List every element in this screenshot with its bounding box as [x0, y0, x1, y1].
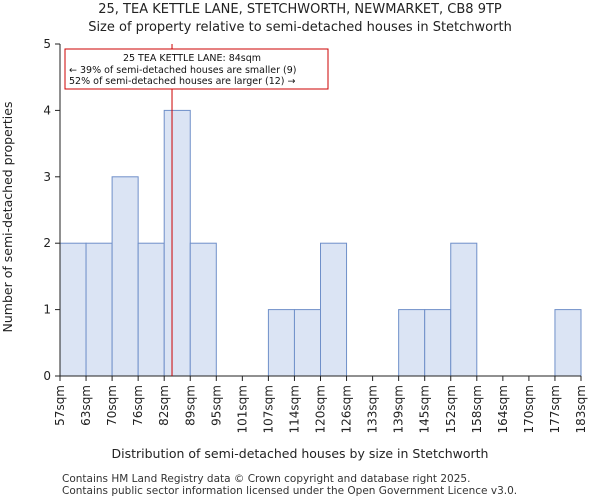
histogram-chart: 0 1 2 3 4 5 57sqm 63sqm 70sqm 76sqm 82sqm 89sqm 95s…	[0, 37, 588, 461]
y-tick-label: 5	[43, 37, 51, 51]
x-tick-label-57sqm: 57sqm	[53, 385, 67, 426]
property-annotation: 25 TEA KETTLE LANE: 84sqm ← 39% of semi-…	[64, 48, 329, 90]
x-tick-label-76sqm: 76sqm	[131, 385, 145, 426]
histogram-bar-82sqm	[163, 109, 191, 377]
x-tick-label-114sqm: 114sqm	[287, 385, 301, 433]
x-tick-label-139sqm: 139sqm	[392, 385, 406, 433]
x-tick-label-158sqm: 158sqm	[470, 385, 484, 433]
x-tick-label-164sqm: 164sqm	[496, 385, 510, 433]
chart-title: 25, TEA KETTLE LANE, STETCHWORTH, NEWMAR…	[98, 2, 502, 17]
annotation-box	[64, 48, 329, 90]
histogram-bar-63sqm	[85, 242, 113, 377]
histogram-bar-145sqm	[424, 309, 452, 377]
annotation-line-1: 25 TEA KETTLE LANE: 84sqm	[123, 53, 261, 64]
x-tick-label-95sqm: 95sqm	[209, 385, 223, 426]
histogram-bar-89sqm	[189, 242, 217, 377]
x-tick-label-63sqm: 63sqm	[79, 385, 93, 426]
histogram-bar-177sqm	[554, 309, 582, 377]
y-axis-label: Number of semi-detached properties	[0, 102, 15, 333]
x-tick-label-82sqm: 82sqm	[157, 385, 171, 426]
y-tick-label: 0	[43, 369, 51, 383]
footer-copyright: Contains HM Land Registry data © Crown c…	[62, 473, 471, 485]
histogram-bar-139sqm	[398, 309, 426, 377]
x-tick-label-170sqm: 170sqm	[522, 385, 536, 433]
annotation-line-3: 52% of semi-detached houses are larger (…	[69, 76, 296, 87]
x-axis-label: Distribution of semi-detached houses by …	[112, 446, 489, 461]
footer-licence: Contains public sector information licen…	[62, 485, 518, 497]
histogram-bar-114sqm	[293, 309, 322, 377]
histogram-bar-57sqm	[59, 242, 87, 377]
x-tick-label-126sqm: 126sqm	[340, 385, 354, 433]
y-tick-label: 3	[43, 170, 51, 184]
x-tick-label-145sqm: 145sqm	[418, 385, 432, 433]
y-tick-label: 1	[43, 303, 51, 317]
histogram-bar-107sqm	[267, 309, 295, 377]
histogram-bar-152sqm	[450, 242, 478, 377]
y-tick-label: 2	[43, 236, 51, 250]
x-tick-label-133sqm: 133sqm	[366, 385, 380, 433]
y-tick-label: 4	[43, 103, 51, 117]
x-tick-label-183sqm: 183sqm	[574, 385, 588, 433]
x-tick-label-120sqm: 120sqm	[314, 385, 328, 433]
x-tick-label-70sqm: 70sqm	[105, 385, 119, 426]
chart-subtitle: Size of property relative to semi-detach…	[88, 20, 512, 35]
x-tick-label-152sqm: 152sqm	[444, 385, 458, 433]
histogram-bar-120sqm	[320, 242, 348, 377]
histogram-bar-70sqm	[111, 176, 139, 377]
x-tick-label-101sqm: 101sqm	[235, 385, 249, 433]
x-tick-label-89sqm: 89sqm	[183, 385, 197, 426]
x-tick-label-177sqm: 177sqm	[548, 385, 562, 433]
x-tick-label-107sqm: 107sqm	[261, 385, 275, 433]
histogram-bar-76sqm	[137, 242, 165, 377]
annotation-line-2: ← 39% of semi-detached houses are smalle…	[69, 65, 297, 76]
